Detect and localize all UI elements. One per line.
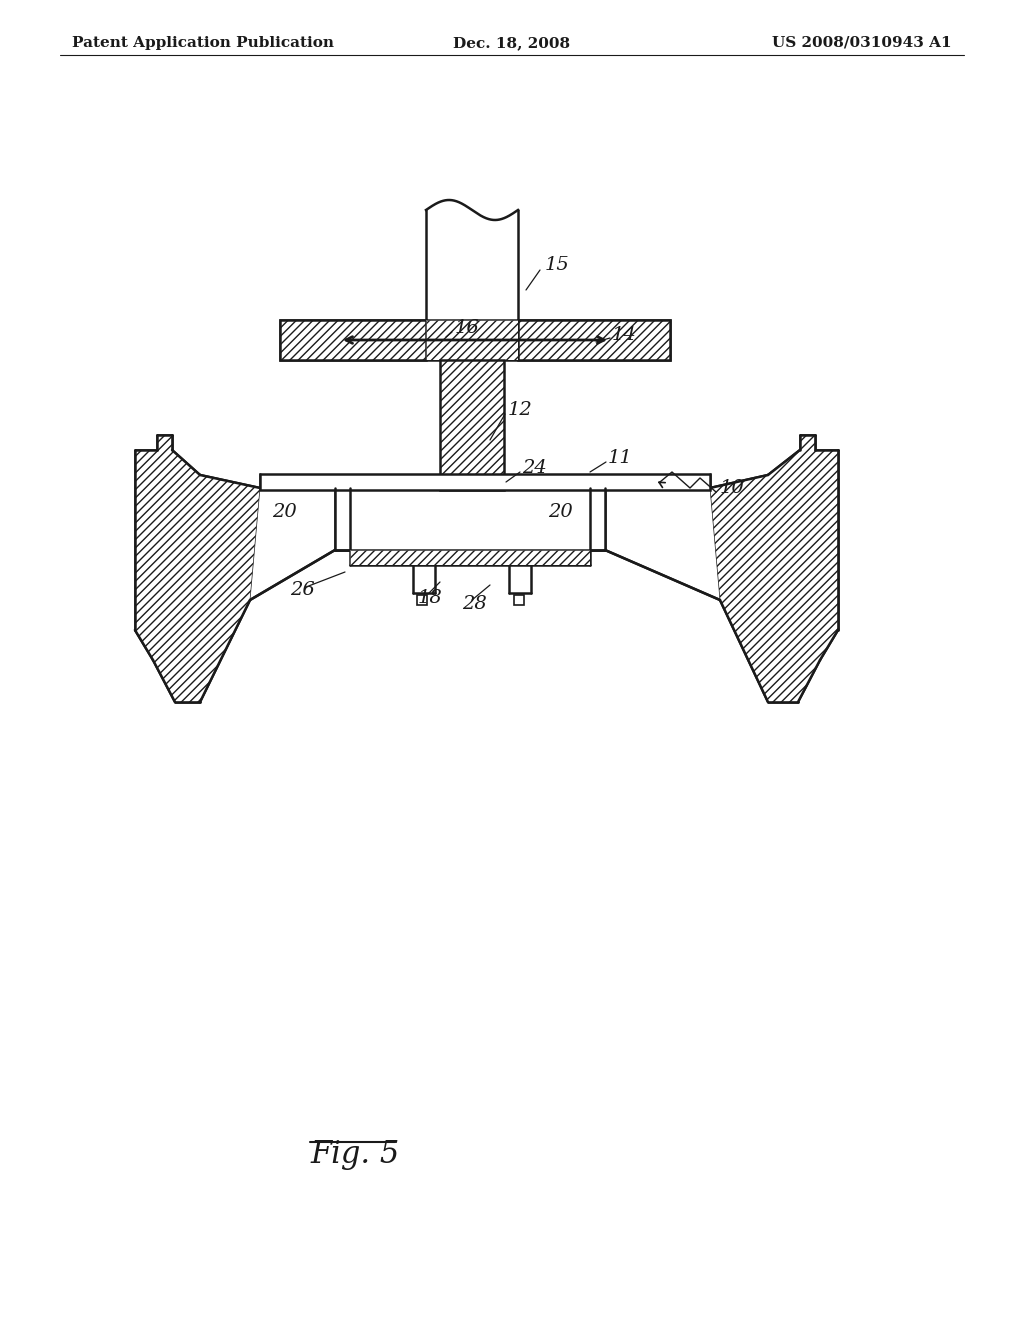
Bar — [350, 550, 590, 565]
Bar — [518, 319, 670, 360]
Bar — [426, 319, 518, 360]
Bar — [280, 319, 426, 360]
Text: 18: 18 — [418, 589, 442, 607]
Text: 12: 12 — [508, 401, 532, 418]
Text: 14: 14 — [612, 326, 637, 345]
Text: 16: 16 — [455, 319, 480, 337]
Bar — [518, 319, 670, 360]
Polygon shape — [135, 436, 260, 702]
Bar — [440, 360, 504, 490]
Text: 11: 11 — [608, 449, 633, 467]
Bar — [440, 488, 504, 490]
Text: 26: 26 — [290, 581, 314, 599]
Text: 15: 15 — [545, 256, 569, 275]
Bar — [440, 360, 504, 490]
Polygon shape — [710, 436, 838, 702]
Text: 28: 28 — [462, 595, 486, 612]
Text: Fig. 5: Fig. 5 — [310, 1139, 399, 1171]
Text: Patent Application Publication: Patent Application Publication — [72, 36, 334, 50]
Bar — [426, 319, 518, 360]
Bar — [260, 474, 710, 490]
Text: US 2008/0310943 A1: US 2008/0310943 A1 — [772, 36, 952, 50]
Bar — [335, 488, 605, 550]
Bar — [417, 595, 427, 605]
Bar — [280, 319, 670, 360]
Text: 24: 24 — [522, 459, 547, 477]
Bar — [514, 595, 524, 605]
Text: 10: 10 — [720, 479, 744, 498]
Text: 20: 20 — [272, 503, 297, 521]
Bar — [350, 550, 590, 565]
Text: Dec. 18, 2008: Dec. 18, 2008 — [454, 36, 570, 50]
Bar — [280, 319, 426, 360]
Text: 20: 20 — [548, 503, 572, 521]
